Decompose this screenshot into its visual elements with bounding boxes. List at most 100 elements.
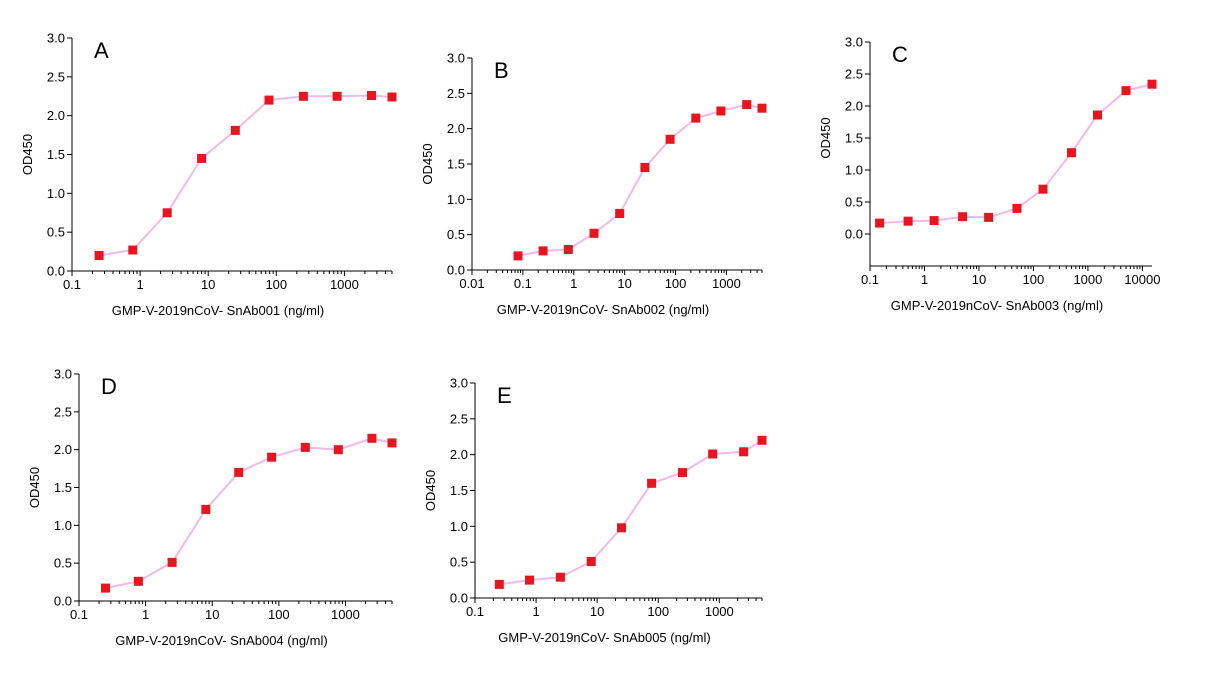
x-tick-label: 0.1 <box>514 276 532 291</box>
x-tick-label: 0.1 <box>63 277 81 292</box>
x-tick-label: 10 <box>590 604 604 619</box>
y-tick-label: 2.5 <box>845 67 863 82</box>
data-point <box>333 445 343 455</box>
data-point <box>267 452 277 462</box>
y-tick-label: 2.5 <box>54 404 72 419</box>
data-point <box>691 113 701 123</box>
data-point <box>1067 148 1076 158</box>
x-axis-title: GMP-V-2019nCoV- SnAb003 (ng/ml) <box>891 298 1103 313</box>
x-tick-label: 1000 <box>712 276 741 291</box>
series-line <box>105 437 393 590</box>
x-tick-label: 0.1 <box>861 272 879 287</box>
x-axis-title: GMP-V-2019nCoV- SnAb002 (ng/ml) <box>497 302 709 317</box>
x-tick-label: 1000 <box>705 604 734 619</box>
panel-e: 0.0 0.5 1.0 1.5 2.0 2.5 3.0 0.1 1 10 100 1000 GMP-V-… <box>423 376 767 645</box>
y-tick-label: 1.5 <box>47 147 65 162</box>
data-point <box>167 557 177 567</box>
data-point <box>1038 184 1048 194</box>
data-point <box>678 468 687 478</box>
data-point <box>757 435 767 445</box>
data-point <box>708 449 718 459</box>
data-point <box>555 572 565 582</box>
x-tick-label: 100 <box>268 607 290 622</box>
x-tick-label: 10 <box>201 277 215 292</box>
data-point <box>647 478 657 488</box>
y-tick-label: 1.0 <box>845 163 863 178</box>
y-tick-label: 2.5 <box>47 69 65 84</box>
y-tick-label: 2.0 <box>845 99 863 114</box>
x-tick-label: 100 <box>647 604 669 619</box>
data-point <box>586 557 596 566</box>
data-point <box>640 163 650 172</box>
data-point <box>665 134 675 144</box>
y-axis-title: OD450 <box>420 143 435 184</box>
data-point <box>563 245 573 254</box>
data-point <box>984 212 994 222</box>
data-point <box>1012 203 1022 213</box>
y-tick-label: 0.0 <box>845 227 863 242</box>
y-tick-label: 1.5 <box>447 157 465 172</box>
panel-letter: B <box>494 58 509 83</box>
x-tick-label: 10 <box>205 607 219 622</box>
data-point <box>716 106 726 116</box>
x-tick-label: 1000 <box>331 607 360 622</box>
data-point <box>742 100 752 110</box>
y-tick-label: 3.0 <box>447 51 465 66</box>
x-axis-title: GMP-V-2019nCoV- SnAb001 (ng/ml) <box>112 303 324 318</box>
y-tick-label: 0.5 <box>450 555 468 570</box>
data-point <box>201 504 211 514</box>
data-point <box>494 579 504 589</box>
data-point <box>929 216 939 226</box>
data-point <box>903 216 913 226</box>
y-tick-label: 0.0 <box>54 594 72 609</box>
data-point <box>128 245 138 255</box>
y-tick-label: 3.0 <box>47 31 65 46</box>
x-tick-label: 10 <box>972 272 986 287</box>
data-point <box>513 251 523 261</box>
y-tick-label: 0.0 <box>447 263 465 278</box>
y-tick-label: 0.0 <box>450 591 468 606</box>
series-line <box>517 103 763 257</box>
data-point <box>387 438 397 448</box>
data-point <box>367 433 377 443</box>
panel-d: 0.0 0.5 1.0 1.5 2.0 2.5 3.0 0.1 1 10 100 1000 GMP-V-… <box>27 367 397 648</box>
panel-letter: D <box>101 374 117 399</box>
data-point <box>1093 110 1102 120</box>
panel-letter: A <box>94 38 109 63</box>
x-tick-label: 1000 <box>330 277 359 292</box>
data-point <box>133 576 143 586</box>
panel-b: 0.0 0.5 1.0 1.5 2.0 2.5 3.0 0.01 0.1 1 10 100 1000GM… <box>420 51 767 317</box>
data-point <box>757 103 767 113</box>
x-tick-label: 1 <box>136 277 143 292</box>
y-tick-label: 3.0 <box>54 367 72 382</box>
series-line <box>879 83 1153 225</box>
y-tick-label: 0.5 <box>447 227 465 242</box>
x-tick-label: 10 <box>617 276 631 291</box>
series-line <box>98 94 393 257</box>
x-tick-label: 1 <box>921 272 928 287</box>
data-point <box>298 91 308 101</box>
x-tick-label: 0.01 <box>459 276 484 291</box>
y-tick-label: 1.0 <box>447 192 465 207</box>
data-point <box>589 228 599 238</box>
y-tick-label: 1.0 <box>54 518 72 533</box>
data-point <box>615 209 625 218</box>
data-point <box>264 95 274 105</box>
data-point <box>234 467 244 477</box>
data-point <box>332 91 342 101</box>
y-tick-label: 3.0 <box>450 376 468 391</box>
data-point <box>387 92 397 102</box>
series-line <box>499 439 763 586</box>
data-point <box>525 575 534 585</box>
y-tick-label: 1.5 <box>450 483 468 498</box>
x-tick-label: 100 <box>1023 272 1045 287</box>
y-tick-label: 2.0 <box>447 121 465 136</box>
y-tick-label: 3.0 <box>845 35 863 50</box>
y-tick-label: 0.5 <box>54 556 72 571</box>
y-tick-label: 0.5 <box>47 225 65 240</box>
y-tick-label: 2.0 <box>450 447 468 462</box>
y-tick-label: 2.0 <box>47 108 65 123</box>
x-tick-label: 10000 <box>1124 272 1160 287</box>
y-tick-label: 1.0 <box>47 186 65 201</box>
